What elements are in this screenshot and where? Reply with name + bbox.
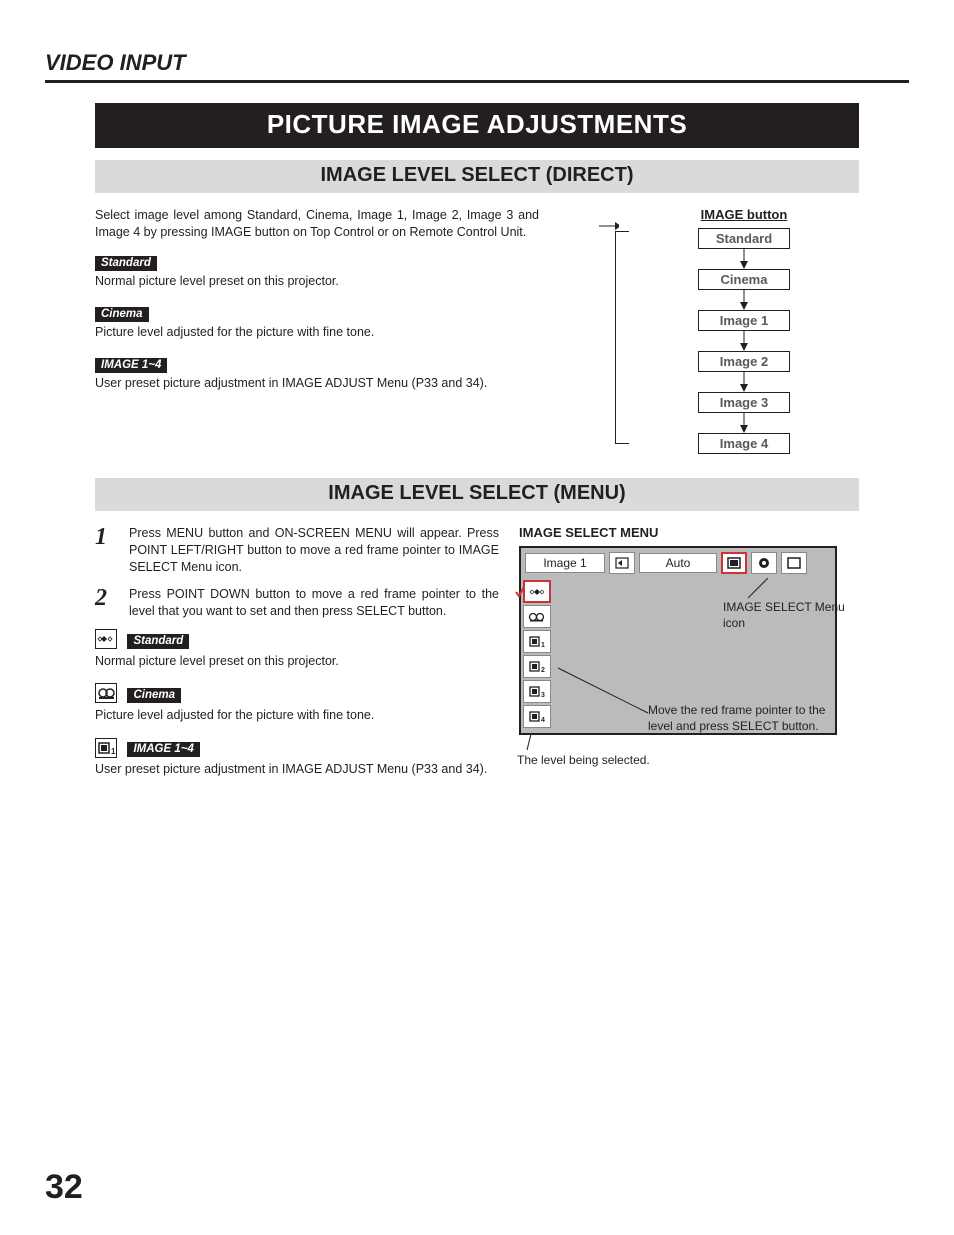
arrow-down-icon [738,413,750,433]
desc-image14: User preset picture adjustment in IMAGE … [95,375,539,392]
flow-box-image2: Image 2 [698,351,790,372]
image1-icon: 1 [95,738,117,758]
desc-image14-m: User preset picture adjustment in IMAGE … [95,761,499,778]
menu-top-label: Image 1 [525,553,605,573]
tag-standard-m: Standard [127,634,189,649]
flow-box-image4: Image 4 [698,433,790,454]
arrow-down-icon [738,249,750,269]
desc-standard-m: Normal picture level preset on this proj… [95,653,499,670]
menu-icon-adjust [751,552,777,574]
direct-heading: IMAGE LEVEL SELECT (DIRECT) [95,160,859,193]
side-image1: 1 [523,630,551,653]
flow-title: IMAGE button [701,207,788,222]
svg-text:1: 1 [111,747,116,756]
flow-diagram: IMAGE button Standard Cinema Image 1 Ima… [629,207,859,454]
arrow-down-icon [738,331,750,351]
caption-pointer-line [525,734,537,752]
page-title-bar: PICTURE IMAGE ADJUSTMENTS [95,103,859,148]
arrow-down-icon [738,290,750,310]
menu-item-image14: 1 IMAGE 1~4 [95,738,499,759]
tag-image14-m: IMAGE 1~4 [127,742,199,757]
svg-text:2: 2 [541,667,545,674]
flow-box-image1: Image 1 [698,310,790,331]
menu-screenshot-title: IMAGE SELECT MENU [519,525,859,540]
step-text-2: Press POINT DOWN button to move a red fr… [129,586,499,620]
step-2: 2 Press POINT DOWN button to move a red … [95,586,499,620]
svg-text:4: 4 [541,717,545,724]
step-text-1: Press MENU button and ON-SCREEN MENU wil… [129,525,499,576]
direct-item-standard: Standard Normal picture level preset on … [95,253,539,290]
menu-auto-label: Auto [639,553,717,573]
direct-item-image14: IMAGE 1~4 User preset picture adjustment… [95,355,539,392]
step-1: 1 Press MENU button and ON-SCREEN MENU w… [95,525,499,576]
section-header: VIDEO INPUT [45,50,909,83]
svg-text:3: 3 [541,692,545,699]
page-number: 32 [45,1168,83,1207]
menu-caption: The level being selected. [517,753,859,767]
flow-box-standard: Standard [698,228,790,249]
menu-heading: IMAGE LEVEL SELECT (MENU) [95,478,859,511]
tag-cinema-m: Cinema [127,688,181,703]
menu-icon-input [609,552,635,574]
side-cinema [523,605,551,628]
side-image2: 2 [523,655,551,678]
annot-pointer: Move the red frame pointer to the level … [648,703,828,734]
direct-item-cinema: Cinema Picture level adjusted for the pi… [95,304,539,341]
side-image4: 4 [523,705,551,728]
step-num-1: 1 [95,525,115,576]
annot-menu-icon: IMAGE SELECT Menu icon [723,600,853,631]
tag-cinema: Cinema [95,307,149,322]
side-standard [523,580,551,603]
arrow-down-icon [738,372,750,392]
desc-cinema: Picture level adjusted for the picture w… [95,324,539,341]
check-icon [515,586,525,598]
loop-arrow-icon [599,221,619,231]
menu-item-standard: Standard [95,629,499,650]
svg-text:1: 1 [541,642,545,649]
tag-image14: IMAGE 1~4 [95,358,167,373]
menu-screenshot: Image 1 Auto [519,546,837,735]
menu-item-cinema: Cinema [95,683,499,704]
menu-icon-screen [781,552,807,574]
diamonds-icon [95,629,117,649]
side-image3: 3 [523,680,551,703]
direct-intro: Select image level among Standard, Cinem… [95,207,539,241]
desc-standard: Normal picture level preset on this proj… [95,273,539,290]
step-num-2: 2 [95,586,115,620]
flow-box-cinema: Cinema [698,269,790,290]
menu-icon-imageselect [721,552,747,574]
desc-cinema-m: Picture level adjusted for the picture w… [95,707,499,724]
flow-box-image3: Image 3 [698,392,790,413]
film-icon [95,683,117,703]
tag-standard: Standard [95,256,157,271]
